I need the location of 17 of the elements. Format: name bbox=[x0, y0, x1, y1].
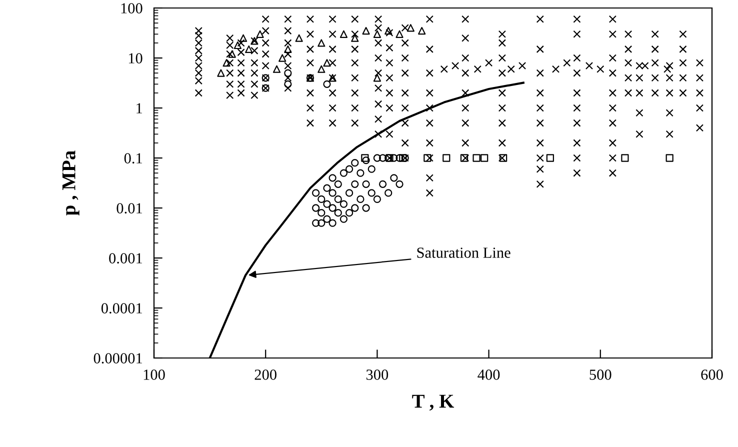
x-tick-label: 300 bbox=[366, 370, 388, 380]
x-tick-label: 600 bbox=[701, 370, 723, 380]
x-tick-label: 200 bbox=[254, 370, 276, 380]
y-tick-label: 0.01 bbox=[116, 203, 142, 214]
y-tick-label: 0.1 bbox=[124, 153, 142, 164]
annotation: Saturation Line bbox=[417, 248, 510, 258]
y-axis-title: p , MPa bbox=[62, 150, 80, 216]
x-axis-title: T , K bbox=[412, 394, 454, 411]
y-tick-label: 0.001 bbox=[109, 253, 142, 264]
x-tick-label: 100 bbox=[144, 370, 165, 380]
y-tick-label: 100 bbox=[121, 3, 142, 14]
y-tick-label: 10 bbox=[128, 53, 142, 64]
y-tick-label: 0.00001 bbox=[94, 353, 142, 364]
y-tick-label: 0.0001 bbox=[101, 303, 142, 314]
x-tick-label: 400 bbox=[478, 370, 500, 380]
y-tick-label: 1 bbox=[136, 103, 142, 114]
x-tick-label: 500 bbox=[590, 370, 612, 380]
